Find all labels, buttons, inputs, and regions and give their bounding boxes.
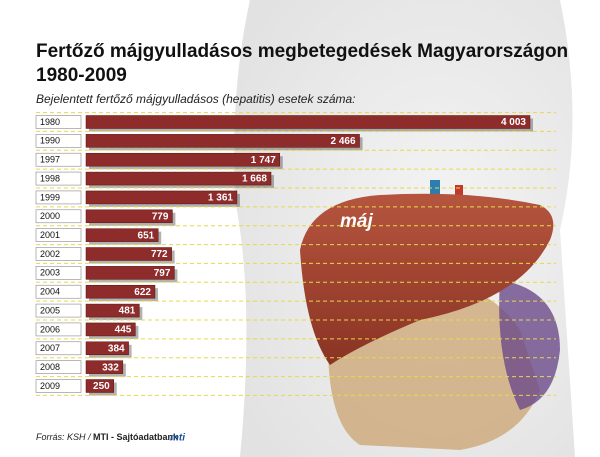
value-label: 779 (152, 211, 169, 222)
bar (85, 171, 272, 186)
y-tick-label: 2006 (40, 324, 60, 334)
label-box (35, 266, 82, 280)
value-label: 1 361 (208, 193, 233, 204)
logo: mti (170, 433, 185, 444)
annotation: máj (340, 211, 373, 232)
label-box (35, 341, 82, 356)
y-tick-label: 1999 (40, 192, 60, 202)
value-label: 797 (154, 268, 171, 279)
chart-subtitle: Bejelentett fertőző májgyulladásos (hepa… (36, 92, 356, 106)
bar (85, 152, 281, 167)
y-tick-label: 2003 (40, 268, 60, 278)
value-label: 2 466 (330, 136, 355, 147)
label-box (35, 209, 82, 224)
value-label: 250 (93, 381, 110, 392)
bar (85, 360, 124, 374)
label-box (35, 190, 82, 205)
bar (85, 303, 140, 318)
y-tick-label: 1980 (40, 117, 60, 127)
chart-title: Fertőző májgyulladásos megbetegedések Ma… (36, 41, 568, 62)
bar (85, 190, 238, 205)
spleen (499, 280, 560, 410)
bar (85, 115, 531, 129)
y-tick-label: 2008 (40, 362, 60, 372)
bar (85, 379, 114, 393)
value-label: 622 (134, 287, 151, 298)
source-part: Forrás: KSH / (36, 432, 92, 442)
bar (85, 266, 175, 280)
bar (85, 228, 159, 242)
source: Forrás: KSH / MTI - Sajtóadatbank (36, 432, 179, 442)
value-label: 384 (108, 343, 125, 354)
y-tick-label: 2007 (40, 343, 60, 353)
value-label: 1 747 (251, 155, 276, 166)
y-tick-label: 2009 (40, 381, 60, 391)
bar (85, 247, 172, 261)
y-tick-label: 1997 (40, 155, 60, 165)
value-label: 1 668 (242, 174, 267, 185)
label-box (35, 284, 82, 299)
label-box (35, 322, 82, 337)
value-label: 651 (138, 230, 155, 241)
y-tick-label: 2000 (40, 211, 60, 221)
value-label: 481 (119, 306, 136, 317)
label-box (35, 360, 82, 374)
label-box (35, 228, 82, 242)
y-tick-label: 2004 (40, 287, 60, 297)
label-box (35, 152, 82, 167)
bar (85, 209, 173, 224)
bar (85, 322, 136, 337)
label-box (35, 134, 82, 148)
y-tick-label: 1990 (40, 136, 60, 146)
y-tick-label: 2005 (40, 305, 60, 315)
value-label: 772 (151, 249, 168, 260)
label-box (35, 379, 82, 393)
bar (85, 284, 156, 299)
value-label: 332 (102, 362, 119, 373)
y-tick-label: 2001 (40, 230, 60, 240)
value-label: 445 (115, 325, 132, 336)
label-box (35, 303, 82, 318)
label-box (35, 247, 82, 261)
bar (85, 341, 129, 356)
label-box (35, 171, 82, 186)
value-label: 4 003 (501, 117, 526, 128)
liver (300, 193, 554, 365)
bar (85, 134, 360, 148)
y-tick-label: 2002 (40, 249, 60, 259)
source-part: MTI - Sajtóadatbank (93, 432, 179, 442)
y-tick-label: 1998 (40, 173, 60, 183)
chart-title: 1980-2009 (36, 65, 127, 86)
label-box (35, 115, 82, 129)
